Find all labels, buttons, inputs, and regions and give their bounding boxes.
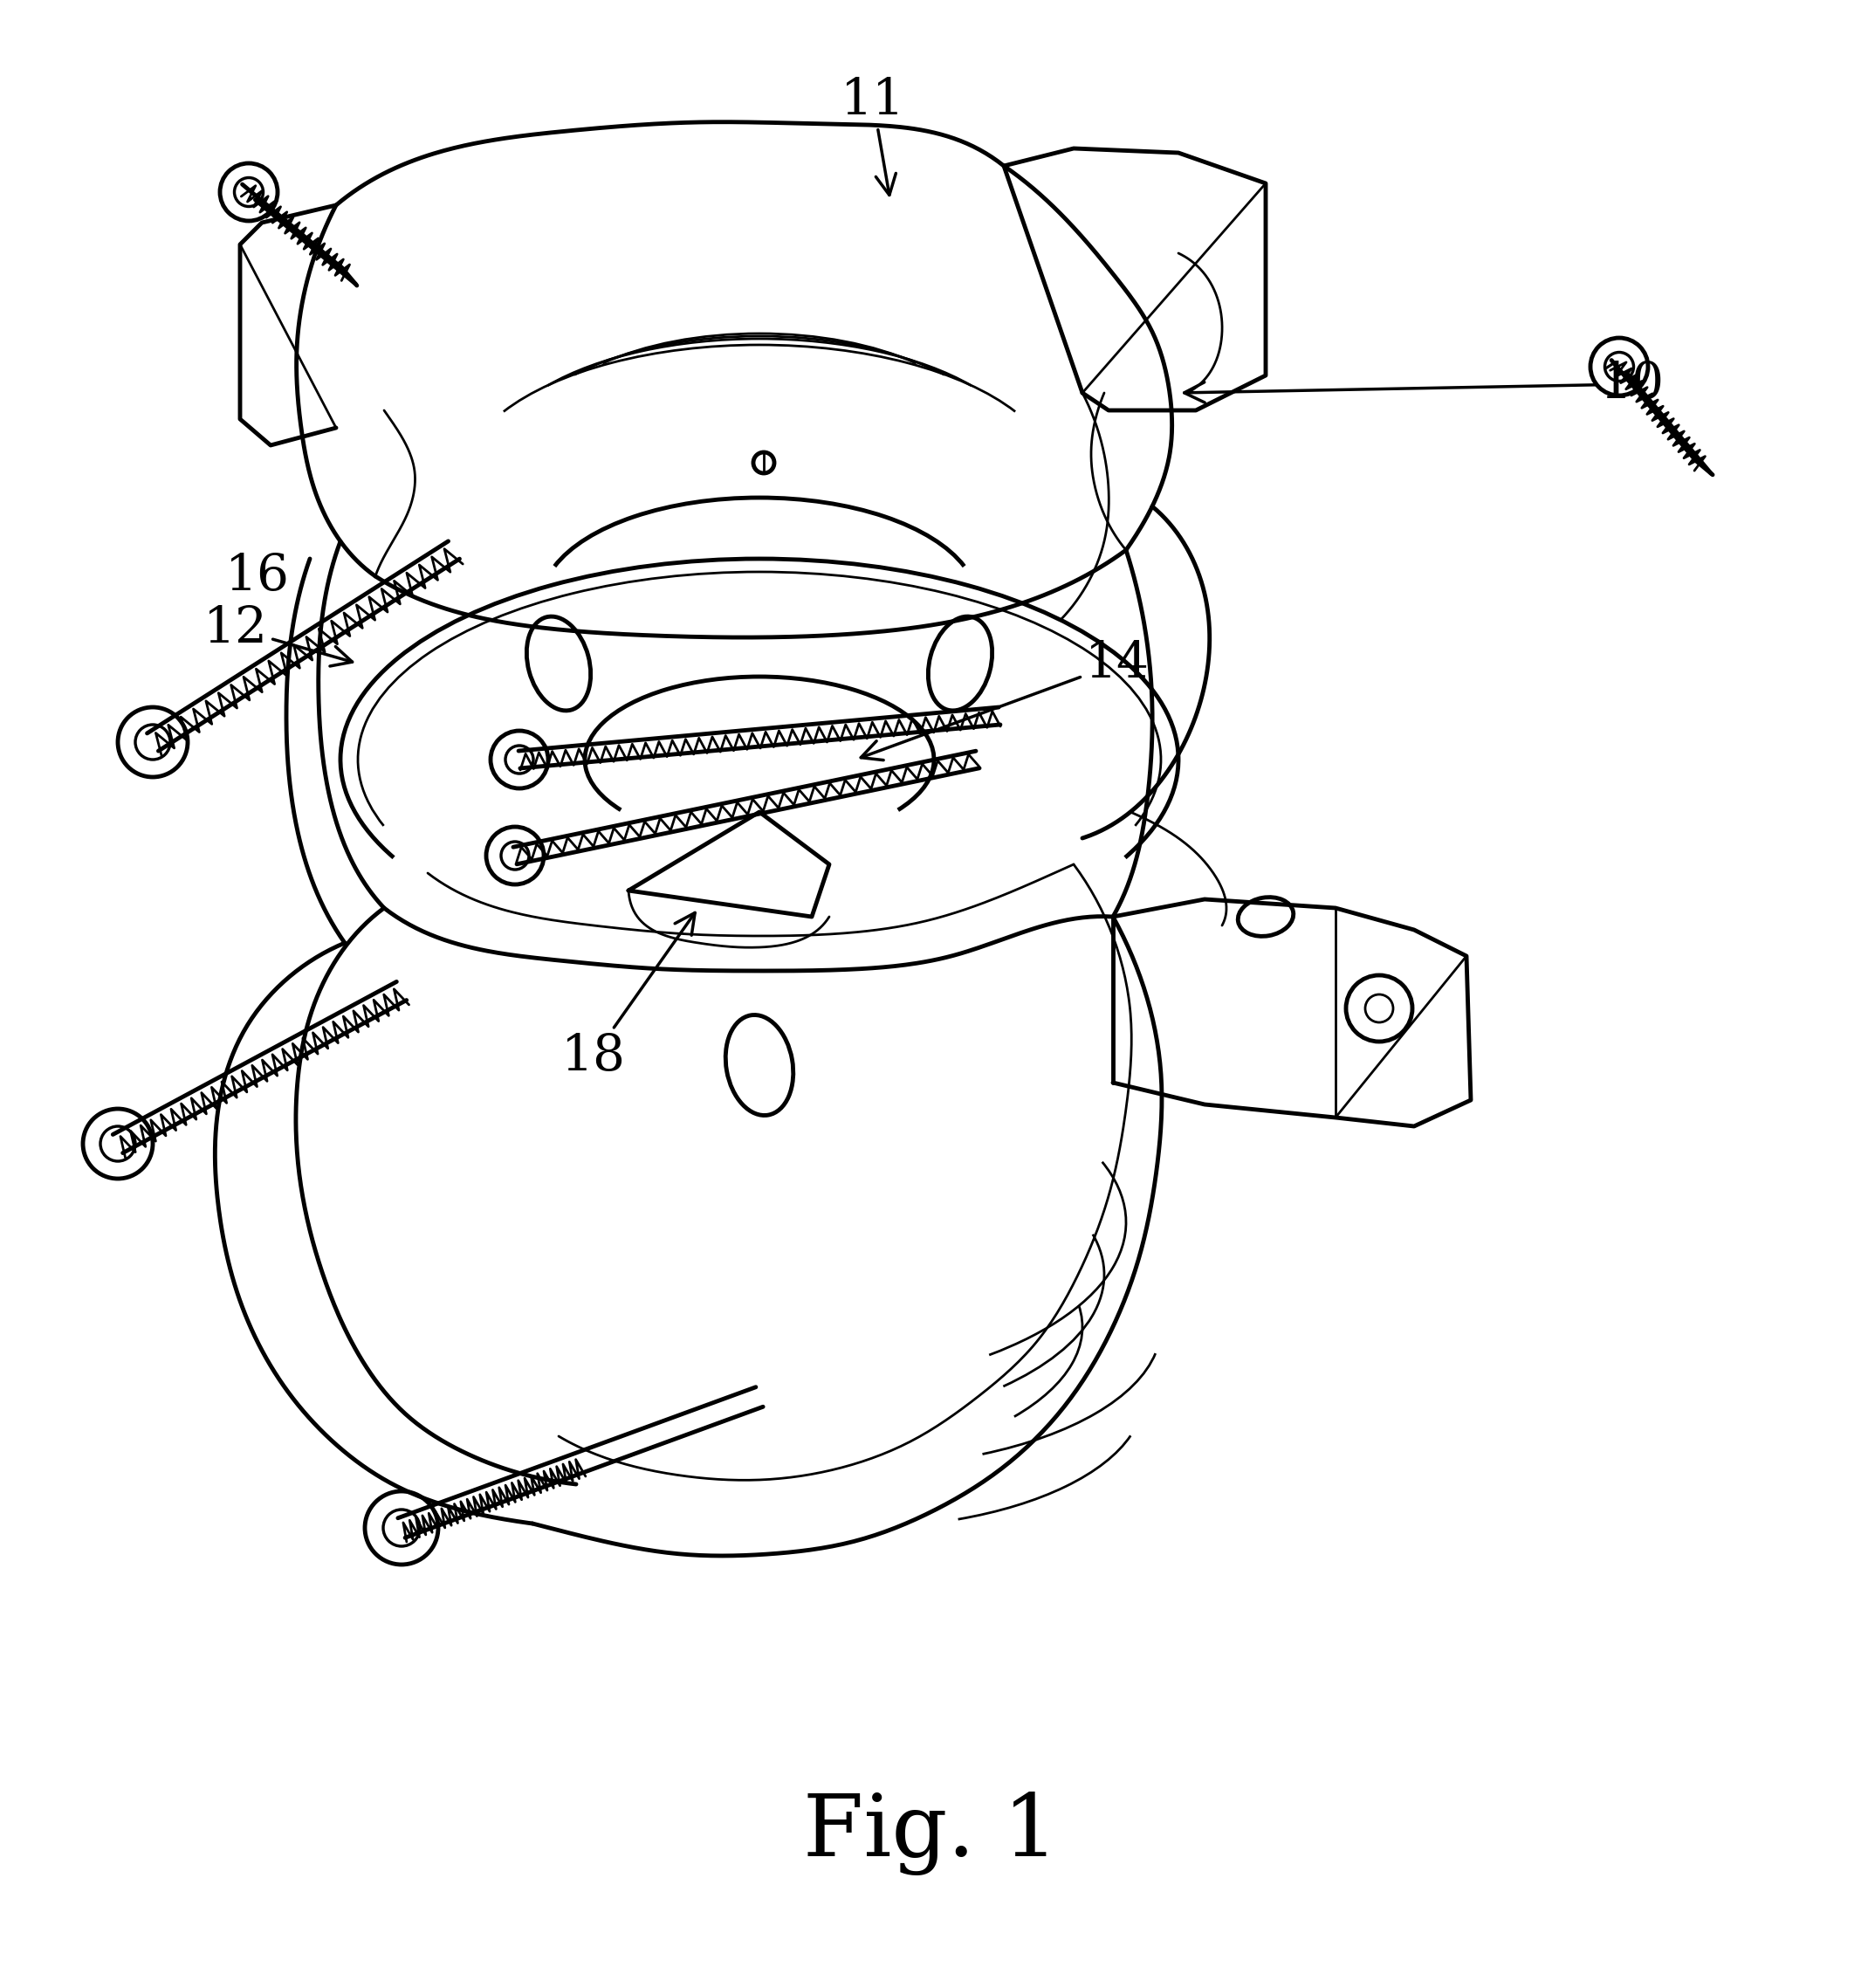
Circle shape [491, 732, 549, 789]
Text: 18: 18 [562, 912, 694, 1081]
Circle shape [486, 827, 543, 885]
Circle shape [84, 1109, 153, 1179]
Text: 11: 11 [841, 76, 904, 195]
Text: 10: 10 [1184, 360, 1664, 410]
Text: Fig. 1: Fig. 1 [802, 1791, 1059, 1875]
Circle shape [754, 451, 774, 473]
Text: 14: 14 [862, 638, 1150, 759]
Circle shape [117, 708, 188, 777]
Circle shape [220, 163, 277, 221]
Text: 16: 16 [225, 553, 290, 600]
Circle shape [1346, 976, 1412, 1042]
Circle shape [1591, 338, 1649, 396]
Text: 12: 12 [203, 604, 352, 666]
Circle shape [365, 1491, 437, 1565]
